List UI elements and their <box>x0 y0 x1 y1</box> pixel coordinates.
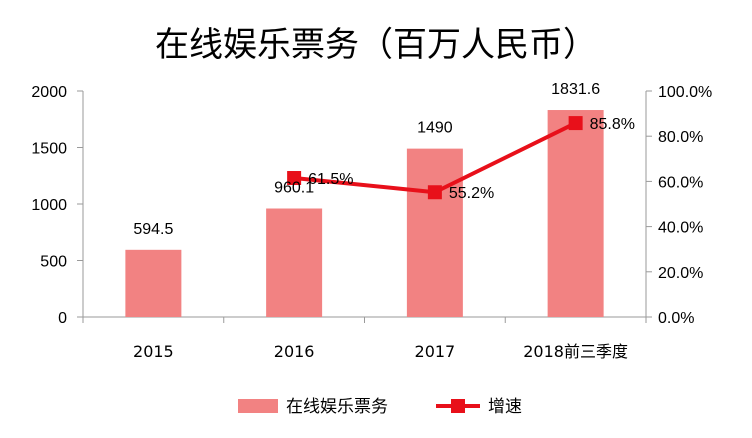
growth-point <box>287 171 302 186</box>
bar <box>406 148 463 317</box>
y-left-tick-label: 1000 <box>31 197 67 214</box>
x-tick-label: 2015 <box>133 342 174 361</box>
growth-point <box>568 116 583 131</box>
growth-value-label: 61.5% <box>308 171 353 188</box>
line-series <box>287 116 583 200</box>
axes-group: 0 500 1000 1500 2000 0.0% 20.0% 40.0% 60.0% 80.0%… <box>31 84 712 361</box>
x-tick-label: 2018前三季度 <box>523 342 628 361</box>
bar-value-label: 1490 <box>417 120 453 137</box>
legend-label-bars: 在线娱乐票务 <box>286 397 388 417</box>
bar-series <box>125 110 604 317</box>
bar-value-label: 1831.6 <box>551 81 600 98</box>
bar <box>125 249 182 317</box>
chart-title: 在线娱乐票务（百万人民币） <box>155 25 597 65</box>
growth-point <box>427 185 442 200</box>
x-tick-label: 2017 <box>415 342 456 361</box>
legend: 在线娱乐票务 增速 <box>238 397 522 417</box>
bar-value-label: 594.5 <box>133 221 173 238</box>
y-right-tick-label: 80.0% <box>658 129 703 146</box>
growth-value-label: 55.2% <box>449 185 494 202</box>
legend-label-line: 增速 <box>488 397 522 417</box>
y-left-tick-label: 0 <box>58 310 67 327</box>
y-right-tick-label: 20.0% <box>658 265 703 282</box>
y-left-tick-label: 1500 <box>31 141 67 158</box>
bar <box>547 110 604 317</box>
y-left-tick-label: 500 <box>40 254 67 271</box>
y-left-tick-label: 2000 <box>31 84 67 101</box>
growth-value-label: 85.8% <box>590 116 635 133</box>
bar-value-label: 960.1 <box>274 180 314 197</box>
legend-swatch-bars <box>238 399 278 413</box>
data-labels: 594.5 960.1 1490 1831.6 61.5% 55.2% 85.8% <box>133 81 635 238</box>
bar <box>266 208 323 317</box>
y-right-tick-label: 60.0% <box>658 174 703 191</box>
x-tick-label: 2016 <box>274 342 315 361</box>
y-right-tick-label: 40.0% <box>658 220 703 237</box>
legend-swatch-marker <box>451 399 465 413</box>
y-right-tick-label: 0.0% <box>658 310 694 327</box>
y-right-tick-label: 100.0% <box>658 84 712 101</box>
